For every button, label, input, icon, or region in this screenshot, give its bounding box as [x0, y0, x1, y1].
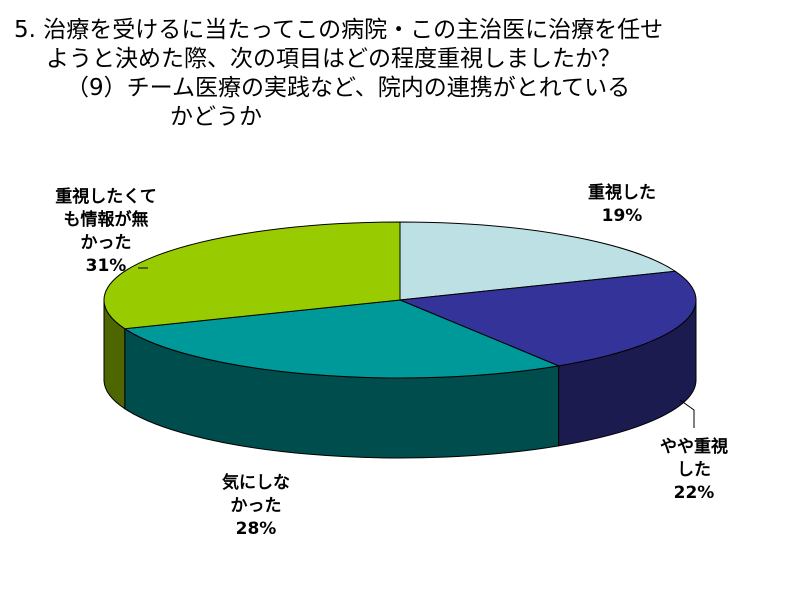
title-line-4: かどうか: [170, 104, 262, 130]
slice-value-label-2: 28%: [236, 519, 277, 539]
slice-label-3-line-0: 重視したくて: [55, 186, 157, 207]
leader-line-1: [679, 399, 695, 428]
pie-slice-2: [123, 299, 561, 379]
slice-value-label-0: 19%: [602, 206, 643, 226]
slice-label-3-line-1: も情報が無: [64, 209, 149, 230]
title-line-2: ようと決めた際、次の項目はどの程度重視しましたか？: [46, 46, 621, 72]
title-line-3: （9）チーム医療の実践など、院内の連携がとれている: [66, 75, 631, 101]
slice-label-2-line-1: かった: [231, 496, 282, 516]
slice-label-1-line-1: した: [677, 460, 711, 480]
pie-slice-3: [103, 221, 401, 330]
pie-slice-0: [399, 221, 677, 301]
slice-label-0-line-0: 重視した: [588, 182, 656, 203]
slice-label-1-line-0: やや重視: [660, 436, 728, 457]
slice-value-label-1: 22%: [674, 483, 715, 503]
slice-label-3-line-2: かった: [81, 233, 132, 253]
slice-value-label-3: 31%: [86, 256, 127, 276]
chart-title: 5. 治療を受けるに当たってこの病院・この主治医に治療を任せ ようと決めた際、次…: [14, 16, 794, 132]
slice-label-2-line-0: 気にしな: [221, 472, 290, 493]
title-line-1: 5. 治療を受けるに当たってこの病院・この主治医に治療を任せ: [14, 17, 664, 43]
pie-slice-1: [399, 270, 697, 367]
